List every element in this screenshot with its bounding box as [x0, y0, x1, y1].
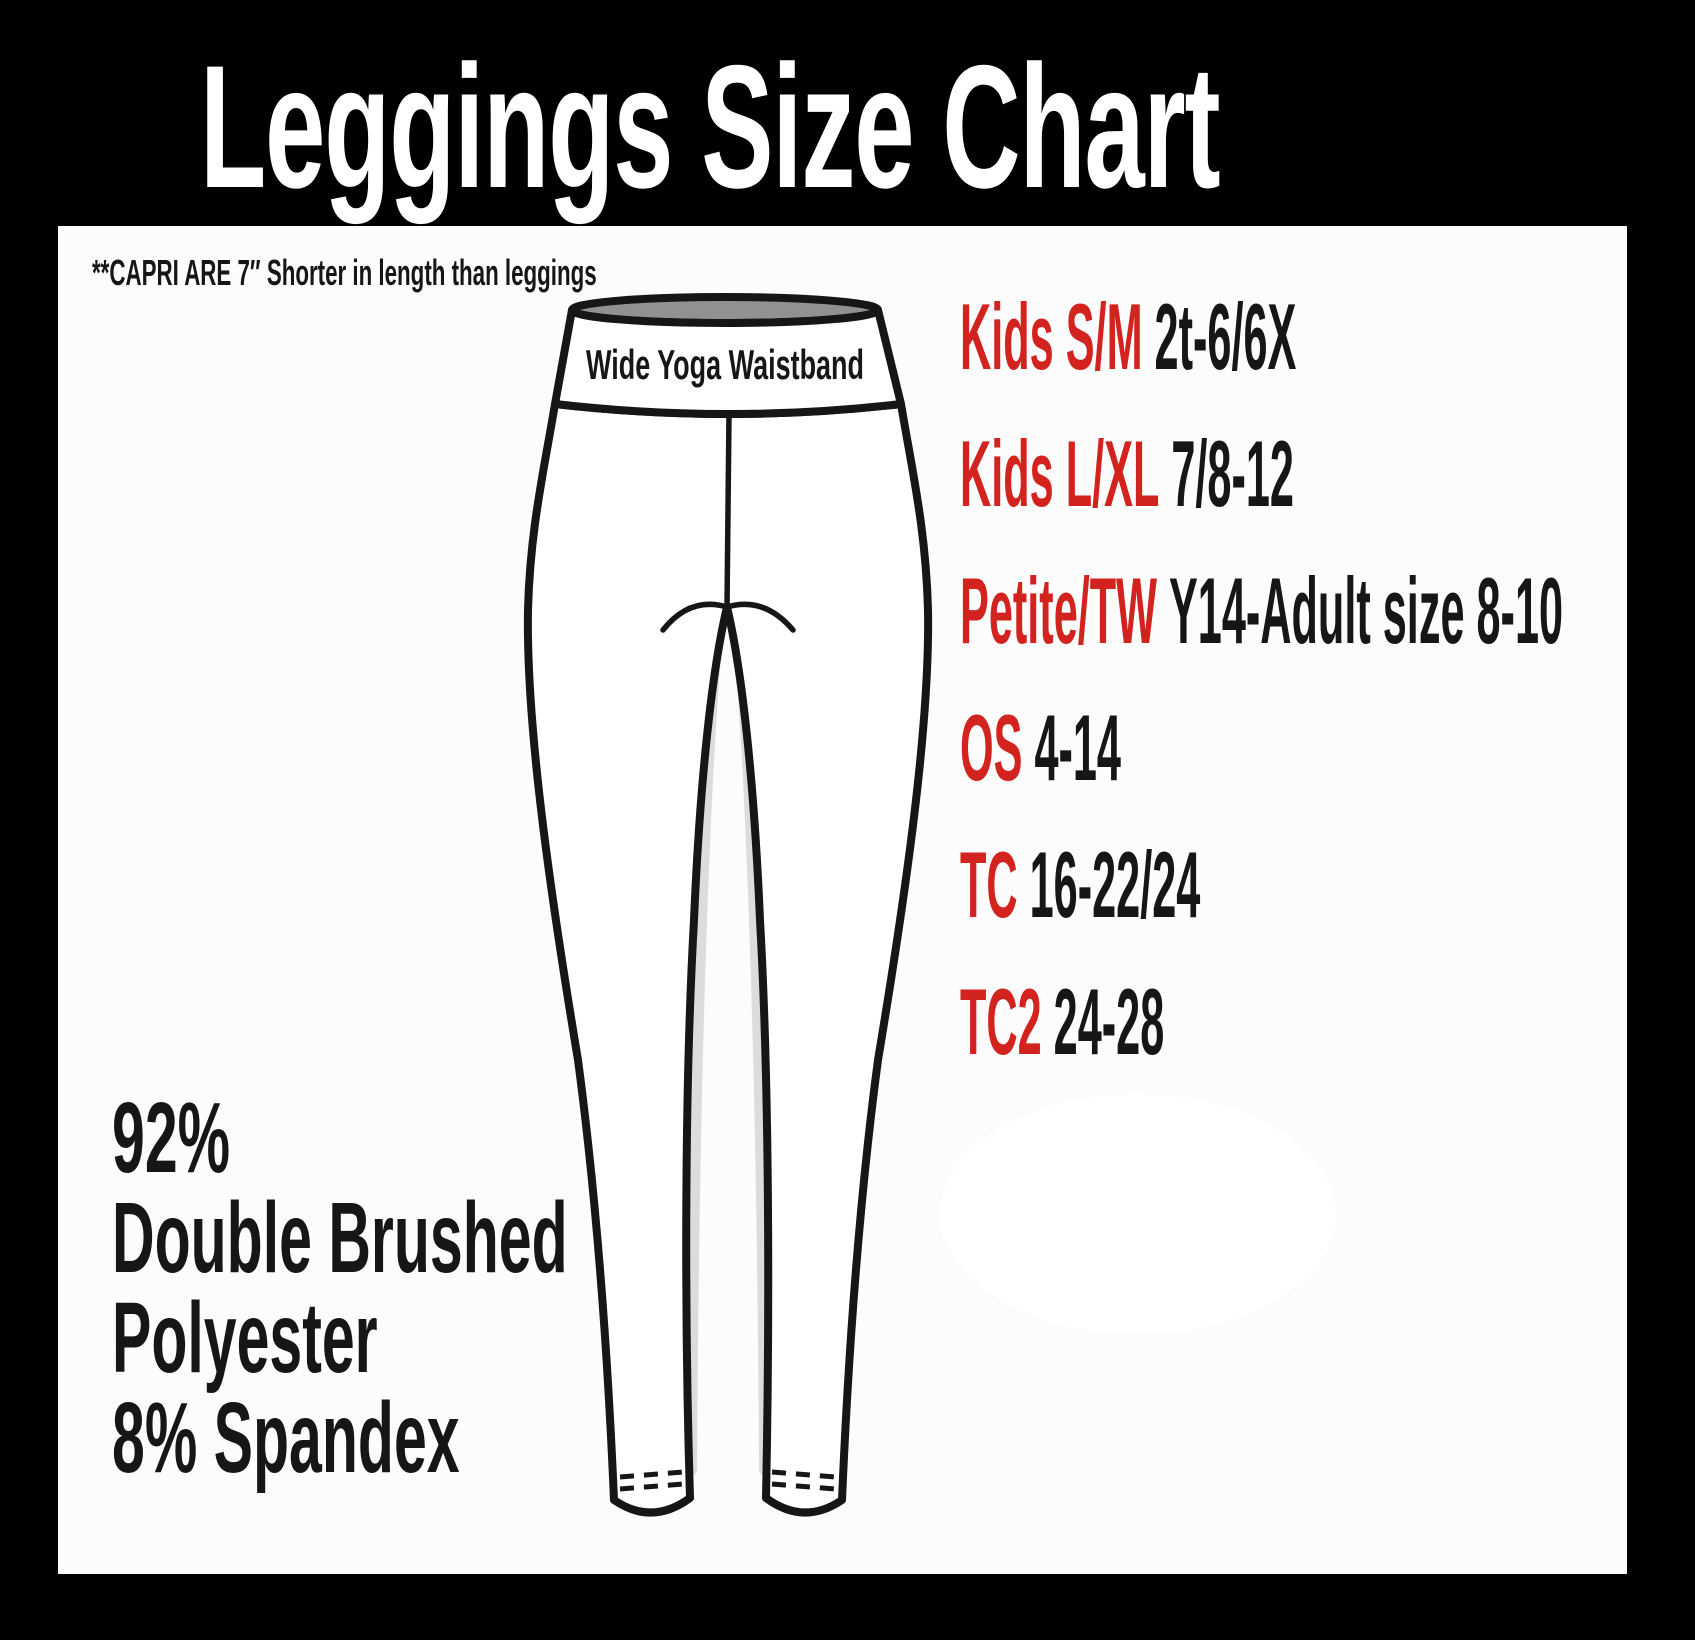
- size-label: Petite/TW: [960, 558, 1157, 663]
- fabric-line: 92%: [112, 1082, 231, 1194]
- content-panel: **CAPRI ARE 7″ Shorter in length than le…: [58, 226, 1627, 1574]
- size-value: 4-14: [1034, 695, 1121, 800]
- fabric-line: 8% Spandex: [112, 1382, 460, 1494]
- page-title: Leggings Size Chart: [200, 30, 1221, 225]
- size-label: Kids L/XL: [960, 421, 1160, 526]
- size-row: Kids S/M 2t-6/6X: [960, 290, 1563, 384]
- size-row: Kids L/XL 7/8-12: [960, 427, 1563, 521]
- size-label: OS: [960, 695, 1023, 800]
- size-value: 2t-6/6X: [1154, 284, 1297, 389]
- size-label: TC2: [960, 969, 1042, 1074]
- fabric-composition: 92% Double Brushed Polyester 8% Spandex: [112, 1088, 568, 1488]
- size-row: TC2 24-28: [960, 975, 1563, 1069]
- watermark-ellipse: [940, 1094, 1336, 1334]
- size-label: TC: [960, 832, 1018, 937]
- size-list: Kids S/M 2t-6/6X Kids L/XL 7/8-12 Petite/T…: [960, 290, 1695, 1112]
- fabric-line: Polyester: [112, 1282, 378, 1394]
- fabric-line: Double Brushed: [112, 1182, 568, 1294]
- size-row: TC 16-22/24: [960, 838, 1563, 932]
- size-value: Y14-Adult size 8-10: [1168, 558, 1564, 663]
- size-label: Kids S/M: [960, 284, 1143, 389]
- size-value: 7/8-12: [1171, 421, 1294, 526]
- size-row: Petite/TW Y14-Adult size 8-10: [960, 564, 1563, 658]
- capri-note: **CAPRI ARE 7″ Shorter in length than le…: [92, 252, 597, 293]
- size-value: 24-28: [1053, 969, 1165, 1074]
- size-row: OS 4-14: [960, 701, 1563, 795]
- size-value: 16-22/24: [1029, 832, 1201, 937]
